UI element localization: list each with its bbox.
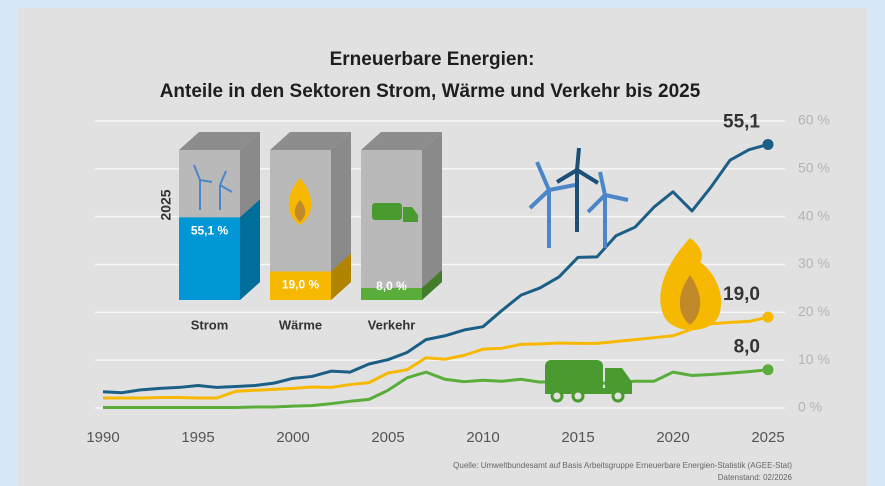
value-label: 55,1	[723, 111, 760, 132]
y-tick-label: 50 %	[798, 160, 830, 176]
chart-title: Erneuerbare Energien:	[330, 49, 535, 70]
bar-side	[240, 199, 260, 300]
source: Datenstand: 02/2026	[718, 473, 793, 482]
y-tick-label: 30 %	[798, 255, 830, 271]
y-tick-label: 0 %	[798, 399, 822, 415]
end-point	[762, 364, 774, 376]
panel	[18, 8, 867, 486]
mini-truck	[403, 207, 418, 222]
end-point	[762, 138, 774, 150]
box-top	[361, 132, 442, 150]
category-label: Wärme	[279, 317, 322, 332]
value-label: 19,0 %	[282, 278, 320, 292]
box-top	[179, 132, 260, 150]
x-tick-label: 2005	[371, 429, 404, 446]
box-front	[361, 150, 422, 300]
mini-truck	[372, 203, 402, 220]
x-tick-label: 1990	[86, 429, 119, 446]
y-tick-label: 20 %	[798, 303, 830, 319]
chart-title: Anteile in den Sektoren Strom, Wärme und…	[160, 81, 701, 102]
bar	[179, 217, 240, 300]
y-tick-label: 60 %	[798, 112, 830, 128]
box-side	[422, 132, 442, 300]
x-tick-label: 1995	[181, 429, 214, 446]
x-tick-label: 2015	[561, 429, 594, 446]
y-tick-label: 40 %	[798, 207, 830, 223]
y-tick-label: 10 %	[798, 351, 830, 367]
value-label: 55,1 %	[191, 224, 229, 238]
source: Quelle: Umweltbundesamt auf Basis Arbeit…	[453, 461, 792, 470]
box-top	[270, 132, 351, 150]
x-tick-label: 2010	[466, 429, 499, 446]
x-tick-label: 2020	[656, 429, 689, 446]
end-point	[762, 311, 774, 323]
series-line	[103, 315, 769, 400]
value-label: 8,0	[734, 337, 760, 358]
series-line	[102, 142, 769, 395]
category-label: Verkehr	[368, 317, 416, 332]
value-label: 19,0	[723, 284, 760, 305]
category-label: Strom	[191, 317, 229, 332]
bar-side	[422, 270, 442, 300]
box-icons	[193, 164, 418, 225]
flame-icon	[660, 238, 722, 331]
mini-flame	[294, 200, 306, 222]
x-tick-label: 2000	[276, 429, 309, 446]
x-tick-label: 2025	[751, 429, 784, 446]
year-label: 2025	[158, 189, 174, 220]
mini-wind	[193, 164, 233, 210]
wind-icon	[528, 147, 629, 248]
bar	[270, 271, 331, 300]
series-line	[103, 368, 769, 410]
value-label: 8,0 %	[376, 279, 407, 293]
truck-icon	[545, 360, 632, 403]
bar-side	[331, 253, 351, 300]
bar	[361, 288, 422, 300]
